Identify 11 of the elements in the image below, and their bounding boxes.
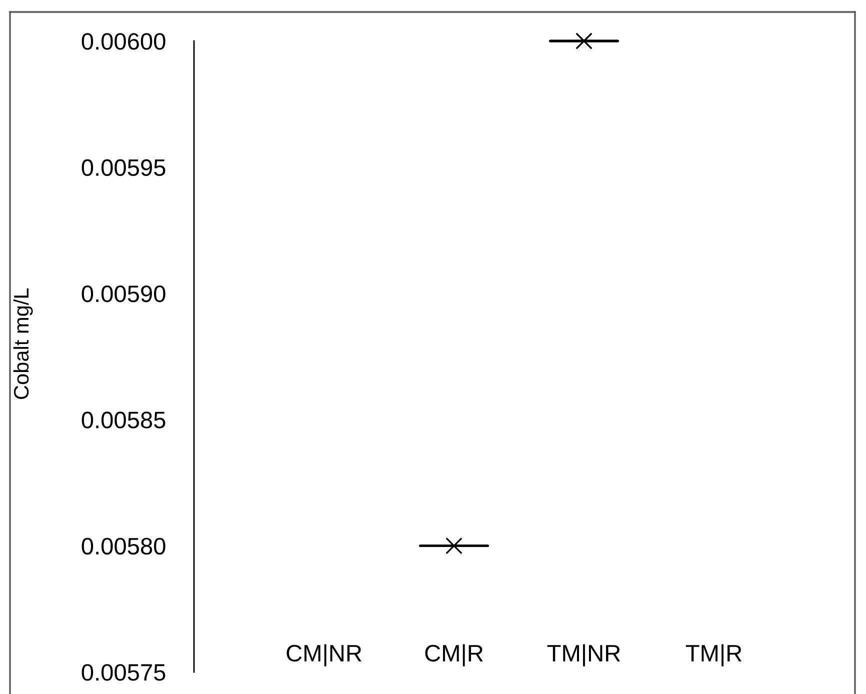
y-axis-title: Cobalt mg/L bbox=[13, 288, 33, 399]
y-tick-label: 0.00575 bbox=[82, 664, 166, 681]
y-tick-label: 0.00585 bbox=[82, 412, 166, 428]
x-tick-label: CM|R bbox=[425, 644, 483, 666]
x-tick-label: CM|NR bbox=[286, 644, 362, 666]
x-tick-label: TM|NR bbox=[547, 644, 620, 666]
y-tick-label: 0.00580 bbox=[82, 538, 166, 555]
x-tick-label: TM|R bbox=[686, 644, 742, 666]
y-tick-label: 0.00600 bbox=[82, 33, 166, 50]
y-tick-label: 0.00590 bbox=[82, 285, 166, 302]
y-tick-label: 0.00595 bbox=[82, 159, 166, 176]
